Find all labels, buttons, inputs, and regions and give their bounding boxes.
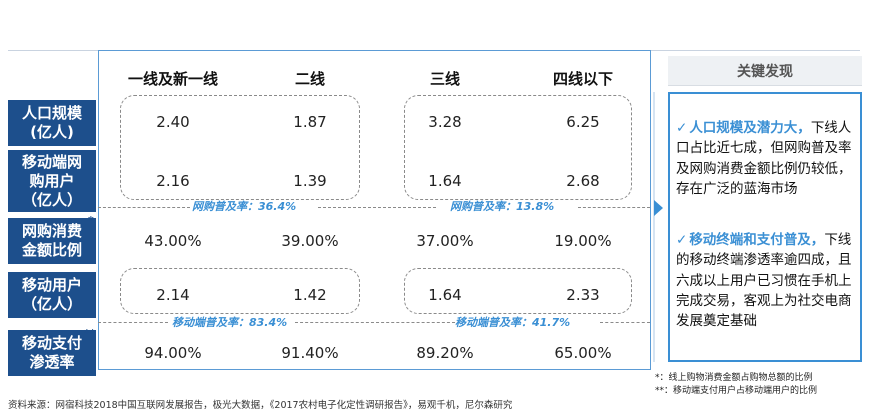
- cell-spending-tier4: 19.00%: [554, 232, 612, 250]
- cell-population-tier1: 2.40: [156, 113, 190, 131]
- finding-item-2: ✓ 移动终端和支付普及，下线的移动终端渗透率逾四成，且六成以上用户已习惯在手机上完…: [676, 230, 856, 331]
- check-icon: ✓: [676, 232, 688, 248]
- cell-spending-tier3: 37.00%: [416, 232, 474, 250]
- check-icon: ✓: [676, 120, 688, 136]
- row-label-population: 人口规模 (亿人): [8, 100, 96, 146]
- finding-2-text: 下线的移动终端渗透率逾四成，且六成以上用户已习惯在手机上完成交易，客观上为社交电…: [676, 232, 852, 330]
- separator-1b: [318, 207, 436, 208]
- findings-panel: [668, 92, 862, 362]
- cell-mobile-users-tier1: 2.14: [156, 286, 190, 304]
- group-box-mobile-high: [120, 268, 360, 314]
- asterisk-mobile-pay: **: [84, 327, 96, 340]
- table-frame: [98, 50, 651, 370]
- separator-2c: [600, 322, 650, 323]
- source-text: 资料来源：网宿科技2018中国互联网发展报告，极光大数据，《2017农村电子化定…: [8, 400, 513, 411]
- row-label-mobile-pay: 移动支付 渗透率: [8, 330, 96, 376]
- separator-2b: [295, 322, 455, 323]
- separator-1a: [98, 207, 190, 208]
- row-label-mobile-shoppers: 移动端网 购用户 （亿人）: [8, 150, 96, 212]
- penetration-mobile-low: 移动端普及率：41.7%: [455, 316, 571, 329]
- finding-item-1: ✓ 人口规模及潜力大，下线人口占比近七成，但网购普及率及网购消费金额比例仍较低，存…: [676, 118, 856, 199]
- col-header-tier1: 一线及新一线: [127, 70, 218, 88]
- cell-population-tier3: 3.28: [428, 113, 462, 131]
- cell-mobile-pay-tier1: 94.00%: [144, 344, 202, 362]
- note-1: *：线上购物消费金额占购物总额的比例: [655, 373, 813, 383]
- note-2: **：移动端支付用户占移动端用户的比例: [655, 386, 818, 396]
- findings-title: 关键发现: [737, 64, 793, 80]
- cell-mobile-users-tier2: 1.42: [293, 286, 327, 304]
- findings-title-bar: [668, 56, 862, 86]
- cell-mobile-users-tier3: 1.64: [428, 286, 462, 304]
- cell-mobile-pay-tier2: 91.40%: [281, 344, 339, 362]
- finding-1-text: 下线人口占比近七成，但网购普及率及网购消费金额比例仍较低，存在广泛的蓝海市场: [676, 120, 852, 197]
- separator-1c: [578, 207, 650, 208]
- group-box-population-high: [120, 95, 360, 200]
- cell-mobile-pay-tier4: 65.00%: [554, 344, 612, 362]
- col-header-tier3: 三线: [429, 70, 460, 88]
- cell-population-tier4: 6.25: [566, 113, 600, 131]
- group-box-mobile-low: [404, 268, 632, 314]
- cell-mobile-shoppers-tier1: 2.16: [156, 172, 190, 190]
- cell-mobile-shoppers-tier3: 1.64: [428, 172, 462, 190]
- group-box-population-low: [404, 95, 632, 200]
- arrow-right-icon: [654, 200, 663, 216]
- finding-2-highlight: 移动终端和支付普及，: [689, 232, 825, 248]
- penetration-online-high: 网购普及率：36.4%: [192, 200, 297, 213]
- cell-mobile-users-tier4: 2.33: [566, 286, 600, 304]
- cell-population-tier2: 1.87: [293, 113, 327, 131]
- separator-2a: [98, 322, 168, 323]
- row-label-mobile-users: 移动用户 （亿人）: [8, 272, 96, 318]
- cell-spending-tier2: 39.00%: [281, 232, 339, 250]
- row-label-spending-ratio: 网购消费 金额比例: [8, 218, 96, 264]
- cell-spending-tier1: 43.00%: [144, 232, 202, 250]
- panel-connector: [653, 92, 655, 362]
- finding-1-highlight: 人口规模及潜力大，: [689, 120, 811, 136]
- cell-mobile-pay-tier3: 89.20%: [416, 344, 474, 362]
- col-header-tier4: 四线以下: [552, 70, 613, 88]
- col-header-tier2: 二线: [294, 70, 325, 88]
- penetration-online-low: 网购普及率：13.8%: [450, 200, 555, 213]
- cell-mobile-shoppers-tier4: 2.68: [566, 172, 600, 190]
- cell-mobile-shoppers-tier2: 1.39: [293, 172, 327, 190]
- asterisk-spending: *: [88, 214, 94, 227]
- penetration-mobile-high: 移动端普及率：83.4%: [172, 316, 288, 329]
